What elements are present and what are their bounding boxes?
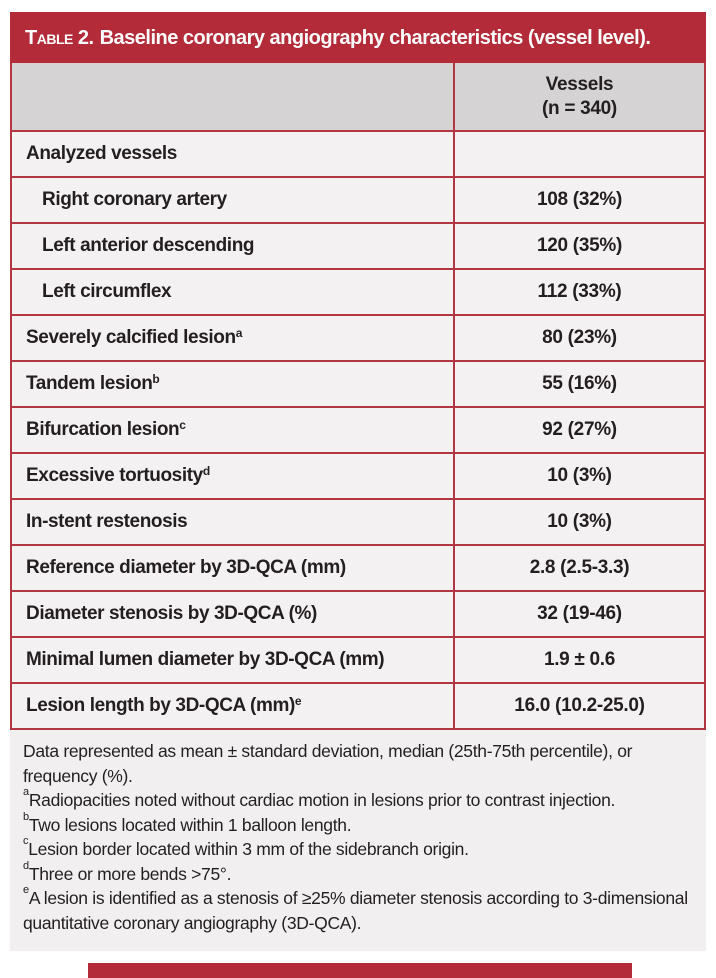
row-label: In-stent restenosis <box>26 511 188 532</box>
footnote-c: cLesion border located within 3 mm of th… <box>23 835 469 859</box>
row-label: Bifurcation lesion c <box>26 418 186 440</box>
row-label: Excessive tortuosity d <box>26 464 210 486</box>
table-title-bar: Table 2. Baseline coronary angiography ch… <box>10 12 706 63</box>
row-label: Lesion length by 3D-QCA (mm) e <box>26 694 302 716</box>
row-value: 10 (3%) <box>453 454 704 498</box>
row-value: 108 (32%) <box>453 178 704 222</box>
column-header-line1: Vessels <box>545 73 614 95</box>
row-label: Left anterior descending <box>42 235 255 256</box>
row-value: 120 (35%) <box>453 224 704 268</box>
row-label: Right coronary artery <box>42 189 227 210</box>
next-table-header-bar-partial <box>88 963 632 978</box>
row-value: 112 (33%) <box>453 270 704 314</box>
footnote-e: eA lesion is identified as a stenosis of… <box>23 884 688 933</box>
row-label: Minimal lumen diameter by 3D-QCA (mm) <box>26 649 385 670</box>
footnotes-block: Data represented as mean ± standard devi… <box>10 730 706 951</box>
row-label: Left circumflex <box>42 281 172 302</box>
table-row: Minimal lumen diameter by 3D-QCA (mm) 1.… <box>12 636 704 682</box>
table-row: Reference diameter by 3D-QCA (mm) 2.8 (2… <box>12 544 704 590</box>
row-label: Severely calcified lesion a <box>26 326 242 348</box>
row-value: 10 (3%) <box>453 500 704 544</box>
column-header-empty-cell <box>12 63 453 130</box>
table-row: Excessive tortuosity d 10 (3%) <box>12 452 704 498</box>
table-number: Table 2. <box>25 27 94 49</box>
row-value: 92 (27%) <box>453 408 704 452</box>
table-row: Diameter stenosis by 3D-QCA (%) 32 (19-4… <box>12 590 704 636</box>
table-row: Left anterior descending 120 (35%) <box>12 222 704 268</box>
footnote-d: dThree or more bends >75°. <box>23 859 232 884</box>
column-header-vessels: Vessels (n = 340) <box>453 63 704 130</box>
data-table: Vessels (n = 340) Analyzed vessels Right… <box>10 63 706 730</box>
row-value <box>453 132 704 176</box>
column-header-row: Vessels (n = 340) <box>12 63 704 130</box>
table-row: In-stent restenosis 10 (3%) <box>12 498 704 544</box>
table-row: Right coronary artery 108 (32%) <box>12 176 704 222</box>
row-value: 55 (16%) <box>453 362 704 406</box>
table-row: Bifurcation lesion c 92 (27%) <box>12 406 704 452</box>
row-value: 32 (19-46) <box>453 592 704 636</box>
table-2-figure: Table 2. Baseline coronary angiography ch… <box>10 12 706 951</box>
row-label: Reference diameter by 3D-QCA (mm) <box>26 557 346 578</box>
row-label: Analyzed vessels <box>26 143 177 164</box>
table-row: Tandem lesion b 55 (16%) <box>12 360 704 406</box>
footnote-general: Data represented as mean ± standard devi… <box>23 741 633 786</box>
table-row: Analyzed vessels <box>12 130 704 176</box>
table-title: Baseline coronary angiography characteri… <box>99 27 651 49</box>
footnote-a: aRadiopacities noted without cardiac mot… <box>23 786 616 810</box>
row-value: 80 (23%) <box>453 316 704 360</box>
table-row: Left circumflex 112 (33%) <box>12 268 704 314</box>
row-label: Tandem lesion b <box>26 372 160 394</box>
column-header-line2: (n = 340) <box>542 97 617 119</box>
footnote-b: bTwo lesions located within 1 balloon le… <box>23 810 352 835</box>
table-row: Severely calcified lesion a 80 (23%) <box>12 314 704 360</box>
row-value: 2.8 (2.5-3.3) <box>453 546 704 590</box>
row-value: 1.9 ± 0.6 <box>453 638 704 682</box>
row-value: 16.0 (10.2-25.0) <box>453 684 704 728</box>
row-label: Diameter stenosis by 3D-QCA (%) <box>26 603 317 624</box>
table-row: Lesion length by 3D-QCA (mm) e 16.0 (10.2… <box>12 682 704 728</box>
